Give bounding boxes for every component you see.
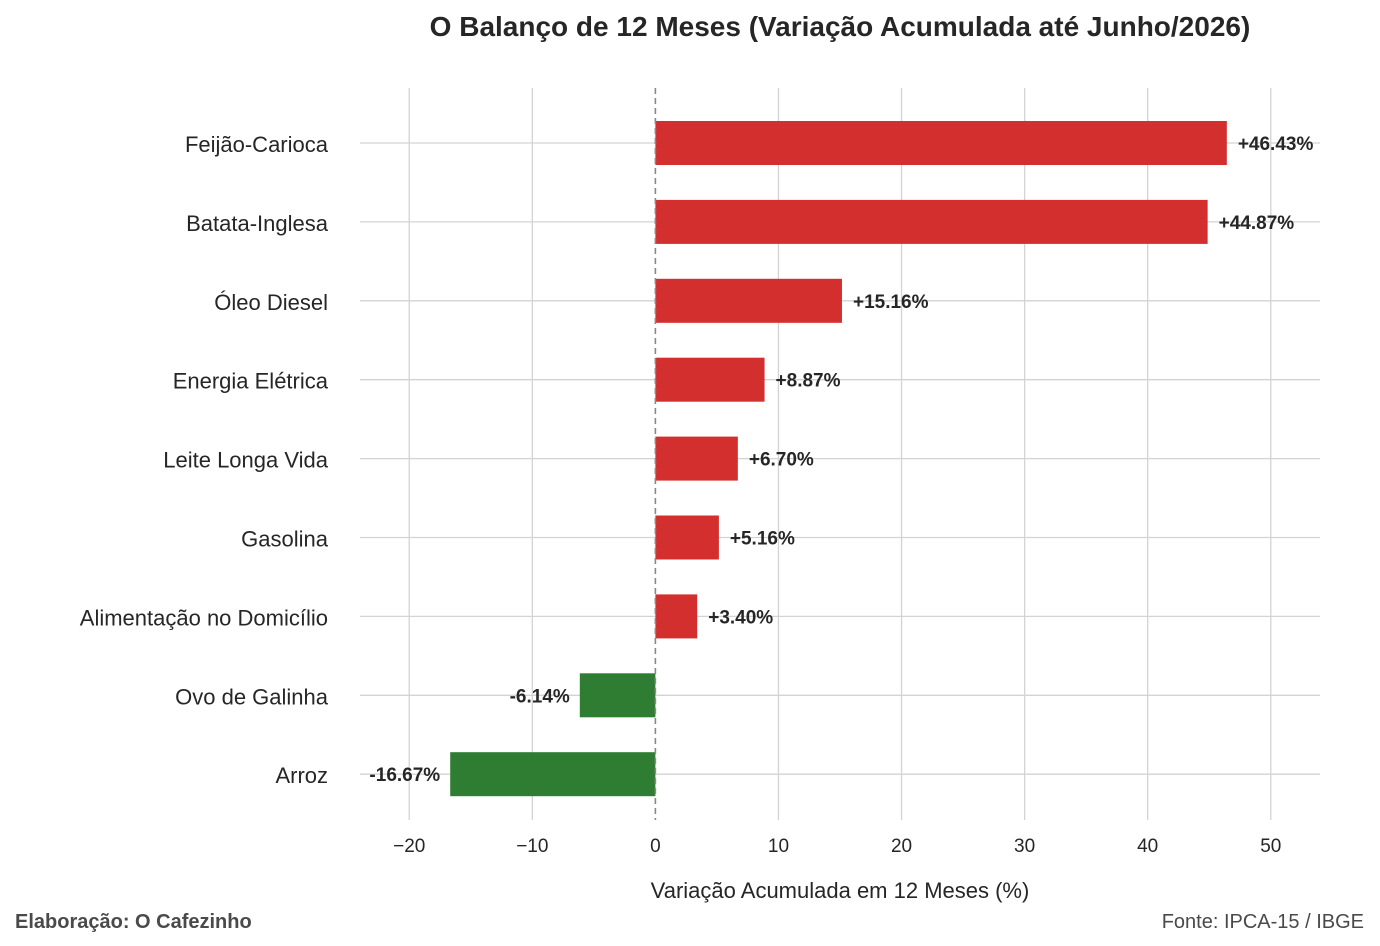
bar [655,436,738,481]
category-label: Leite Longa Vida [163,448,329,473]
category-label: Batata-Inglesa [186,211,329,236]
bar [655,515,719,560]
bar [655,278,842,323]
x-tick-label: −20 [393,836,425,857]
x-tick-label: 50 [1260,836,1281,857]
category-label: Alimentação no Domicílio [80,605,328,630]
category-label: Óleo Diesel [214,290,328,315]
grid-lines [360,88,1320,820]
chart-title: O Balanço de 12 Meses (Variação Acumulad… [430,11,1251,42]
category-label: Ovo de Galinha [175,684,329,709]
footer-source: Fonte: IPCA-15 / IBGE [1162,911,1364,933]
bar-value-label: -6.14% [510,686,570,707]
x-tick-label: −10 [516,836,548,857]
x-axis-label: Variação Acumulada em 12 Meses (%) [651,878,1030,903]
x-tick-label: 0 [650,836,661,857]
x-tick-label: 30 [1014,836,1035,857]
category-label: Arroz [275,763,328,788]
bar-value-label: +3.40% [708,607,773,628]
category-labels: Feijão-Carioca Batata-Inglesa Óleo Diesel E… [80,132,329,788]
bar [655,594,698,639]
bar [450,752,656,797]
bar [655,199,1208,244]
x-tick-label: 20 [891,836,912,857]
bar-value-label: -16.67% [369,765,440,786]
bar-value-label: +46.43% [1238,134,1314,155]
bar-value-label: +15.16% [853,292,929,313]
bar-value-label: +6.70% [749,450,814,471]
bar-value-label: +5.16% [730,529,795,550]
x-tick-labels: −20 −10 0 10 20 30 40 50 [393,836,1281,857]
bar-value-label: +8.87% [776,371,841,392]
bar [579,673,656,718]
bar-value-label: +44.87% [1219,213,1295,234]
bar [655,121,1227,165]
bars [450,121,1227,797]
x-tick-label: 10 [768,836,789,857]
bar [655,357,765,402]
footer-credit: Elaboração: O Cafezinho [15,911,252,933]
category-label: Feijão-Carioca [185,132,329,157]
x-tick-label: 40 [1137,836,1158,857]
data-labels: +46.43% +44.87% +15.16% +8.87% +6.70% +5.16% +… [369,134,1313,786]
category-label: Gasolina [241,527,329,552]
category-label: Energia Elétrica [173,369,329,394]
